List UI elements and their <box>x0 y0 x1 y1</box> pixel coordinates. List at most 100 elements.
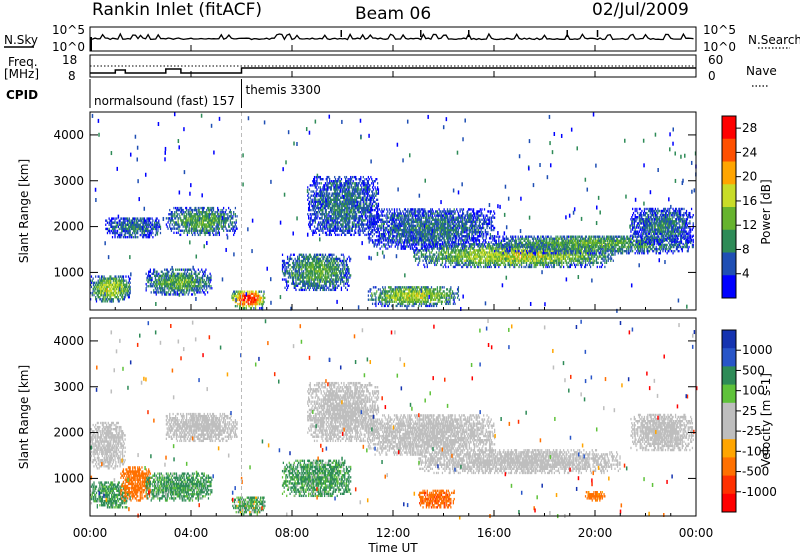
echo-cell <box>379 214 381 217</box>
echo-cell <box>228 225 231 228</box>
echo-cell <box>435 288 437 291</box>
echo-cell <box>215 221 217 224</box>
echo-cell <box>289 263 291 267</box>
echo-cell <box>370 233 372 236</box>
echo-cell <box>399 304 401 308</box>
echo-cell <box>177 293 179 296</box>
echo-cell <box>344 211 346 214</box>
echo-cell <box>93 291 95 295</box>
echo-cell <box>114 221 116 224</box>
echo-cell <box>137 231 139 235</box>
echo-cell <box>361 186 363 189</box>
echo-cell <box>447 298 449 301</box>
echo-cell <box>119 231 121 235</box>
echo-cell <box>203 278 205 282</box>
echo-cell <box>407 302 409 306</box>
echo-cell <box>334 288 337 292</box>
echo-cell <box>436 302 439 306</box>
echo-cell <box>349 231 351 234</box>
echo-cell <box>290 253 292 256</box>
echo-cell <box>360 178 362 181</box>
echo-cell <box>182 211 184 214</box>
echo-cell <box>188 291 190 294</box>
echo-cell <box>371 186 374 189</box>
echo-cell <box>154 276 157 280</box>
echo-cell <box>371 180 374 183</box>
echo-cell <box>338 227 340 230</box>
echo-cell <box>418 304 420 308</box>
echo-cell <box>305 276 307 279</box>
echo-cell <box>350 208 353 212</box>
echo-cell <box>314 204 316 208</box>
echo-cell <box>209 287 211 290</box>
echo-cell <box>352 206 354 210</box>
echo-cell <box>361 221 364 224</box>
echo-cell <box>140 217 142 220</box>
echo-cell <box>168 289 170 292</box>
echo-cell <box>382 224 385 228</box>
echo-cell <box>323 190 325 193</box>
echo-cell <box>346 288 348 292</box>
echo-cell <box>119 298 121 301</box>
echo-cell <box>340 233 343 237</box>
echo-cell <box>365 182 367 185</box>
echo-cell <box>357 223 359 226</box>
echo-cell <box>336 225 338 228</box>
echo-cell <box>176 268 178 271</box>
echo-cell <box>375 243 377 246</box>
echo-cell <box>185 291 188 294</box>
echo-cell <box>153 221 156 224</box>
echo-cell <box>146 233 148 237</box>
echo-cell <box>312 261 314 265</box>
echo-cell <box>318 282 321 285</box>
echo-cell <box>334 225 337 228</box>
echo-cell <box>312 221 314 224</box>
echo-cell <box>328 288 330 292</box>
echo-cell <box>295 274 297 277</box>
echo-cell <box>335 255 338 259</box>
echo-cell <box>213 229 215 232</box>
echo-cell <box>123 219 125 222</box>
echo-cell <box>355 194 357 197</box>
echo-cell <box>319 221 322 224</box>
echo-cell <box>423 290 425 293</box>
cpid-label: CPID <box>6 88 38 102</box>
echo-cell <box>95 300 98 303</box>
echo-cell <box>370 175 372 179</box>
echo-cell <box>358 225 360 228</box>
echo-cell <box>304 284 306 287</box>
echo-cell <box>296 282 298 285</box>
echo-cell <box>105 223 107 226</box>
echo-cell <box>173 231 175 234</box>
echo-cell <box>355 231 357 234</box>
echo-cell <box>194 282 196 286</box>
echo-cell <box>204 233 206 237</box>
echo-cell <box>343 280 345 283</box>
echo-cell <box>330 225 332 228</box>
echo-cell <box>98 285 100 289</box>
echo-cell <box>134 217 136 220</box>
echo-cell <box>413 288 415 291</box>
echo-cell <box>202 208 205 212</box>
echo-cell <box>314 198 316 201</box>
echo-cell <box>323 196 325 199</box>
echo-cell <box>105 296 107 299</box>
echo-cell <box>116 279 118 282</box>
echo-cell <box>323 284 325 287</box>
echo-cell <box>329 263 332 267</box>
echo-cell <box>181 287 183 290</box>
echo-cell <box>405 288 407 291</box>
echo-cell <box>444 292 446 295</box>
echo-cell <box>151 217 153 220</box>
echo-cell <box>155 278 157 282</box>
echo-cell <box>317 255 319 259</box>
echo-cell <box>172 287 174 290</box>
echo-cell <box>295 288 297 292</box>
echo-cell <box>224 225 226 228</box>
echo-cell <box>201 231 203 234</box>
echo-cell <box>411 304 413 308</box>
echo-cell <box>353 233 355 237</box>
echo-cell <box>168 219 170 222</box>
echo-cell <box>403 296 406 299</box>
echo-cell <box>307 223 310 226</box>
